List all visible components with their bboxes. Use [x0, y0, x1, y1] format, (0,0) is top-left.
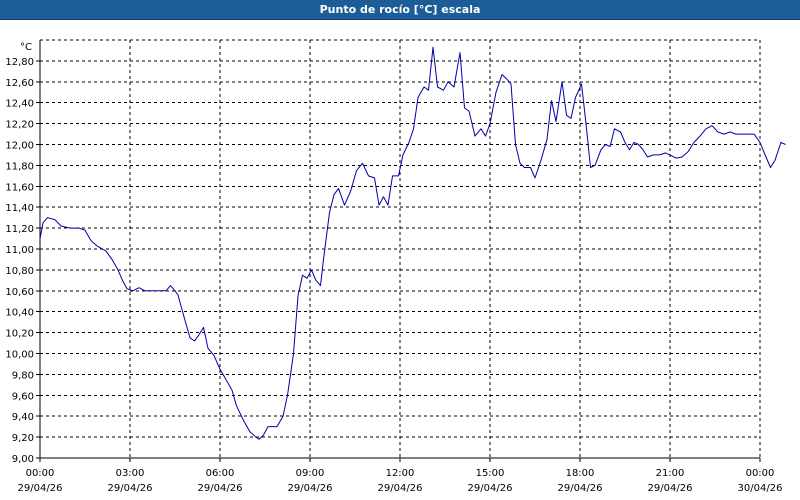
y-tick-label: 11,20	[5, 224, 34, 235]
y-tick-label: 12,00	[5, 141, 34, 152]
y-tick-label: 9,00	[12, 454, 34, 465]
y-tick-label: 11,60	[5, 182, 34, 193]
y-tick-label: 12,40	[5, 99, 34, 110]
x-tick-time-label: 18:00	[566, 468, 595, 479]
x-tick-date-label: 29/04/26	[648, 483, 693, 494]
y-tick-label: 12,60	[5, 78, 34, 89]
x-tick-date-label: 29/04/26	[468, 483, 513, 494]
y-tick-label: 9,20	[12, 433, 34, 444]
y-tick-label: 11,80	[5, 161, 34, 172]
x-tick-date-label: 29/04/26	[558, 483, 603, 494]
x-tick-time-label: 06:00	[206, 468, 235, 479]
y-axis-unit-label: °C	[20, 42, 32, 53]
x-tick-time-label: 03:00	[116, 468, 145, 479]
y-tick-label: 9,40	[12, 412, 34, 423]
y-tick-label: 12,20	[5, 120, 34, 131]
x-tick-date-label: 29/04/26	[198, 483, 243, 494]
x-tick-time-label: 21:00	[656, 468, 685, 479]
chart-title: Punto de rocío [°C] escala	[0, 0, 800, 20]
y-tick-label: 12,80	[5, 57, 34, 68]
x-tick-time-label: 12:00	[386, 468, 415, 479]
x-tick-time-label: 15:00	[476, 468, 505, 479]
x-tick-time-label: 00:00	[746, 468, 775, 479]
x-tick-date-label: 29/04/26	[288, 483, 333, 494]
x-tick-time-label: 09:00	[296, 468, 325, 479]
series-line	[39, 46, 786, 440]
y-tick-label: 10,80	[5, 266, 34, 277]
y-tick-label: 11,40	[5, 203, 34, 214]
dew-point-chart: 9,00 9,20 9,40 9,60 9,80 10,00 10,20 10,40 10,60…	[5, 39, 786, 494]
y-tick-label: 10,40	[5, 308, 34, 319]
x-tick-date-label: 29/04/26	[108, 483, 153, 494]
x-tick-date-label: 30/04/26	[738, 483, 783, 494]
x-tick-date-label: 29/04/26	[18, 483, 63, 494]
x-tick-time-label: 00:00	[26, 468, 55, 479]
y-tick-label: 10,60	[5, 287, 34, 298]
chart-area: 9,00 9,20 9,40 9,60 9,80 10,00 10,20 10,40 10,60…	[0, 20, 800, 500]
y-tick-label: 10,20	[5, 329, 34, 340]
y-tick-label: 9,80	[12, 370, 34, 381]
x-tick-date-label: 29/04/26	[378, 483, 423, 494]
y-tick-label: 11,00	[5, 245, 34, 256]
y-tick-label: 10,00	[5, 350, 34, 361]
y-tick-label: 9,60	[12, 391, 34, 402]
